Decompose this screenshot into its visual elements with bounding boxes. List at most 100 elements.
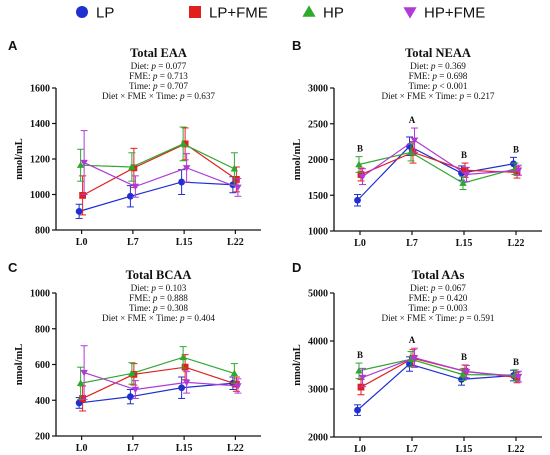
- series-lp: [354, 356, 517, 416]
- stat-prefix: Diet × FME × Time:: [381, 313, 459, 323]
- data-point: [126, 393, 134, 401]
- stat-line: Time: p = 0.003: [409, 303, 468, 313]
- series-line: [357, 363, 514, 411]
- series-hp-fme: [358, 347, 523, 388]
- stat-prefix: Time:: [129, 81, 153, 91]
- data-point: [230, 165, 239, 172]
- data-point: [410, 355, 419, 362]
- stat-line: Diet × FME × Time: p = 0.217: [381, 91, 494, 101]
- y-axis-label: nmol/mL: [14, 344, 25, 385]
- x-tick-label: L22: [227, 443, 244, 454]
- series-hp: [355, 143, 519, 191]
- stat-p: p: [431, 303, 437, 313]
- stat-line: Time: p = 0.707: [129, 81, 188, 91]
- legend-marker: [302, 5, 316, 17]
- series-hp-fme: [80, 130, 242, 198]
- data-point: [358, 173, 367, 181]
- legend-item-hp-fme: HP+FME: [403, 5, 485, 22]
- data-point: [354, 406, 361, 414]
- stat-value: = 0.369: [435, 61, 466, 71]
- stat-p: p: [152, 303, 158, 313]
- significance-letter: B: [357, 350, 363, 360]
- data-point: [75, 207, 83, 215]
- x-tick-label: L15: [176, 237, 193, 248]
- y-tick-label: 1000: [30, 289, 50, 300]
- stat-value: < 0.001: [437, 81, 468, 91]
- series-lp: [75, 169, 237, 219]
- stat-line: Diet: p = 0.077: [131, 61, 187, 71]
- panel-letter: B: [292, 38, 301, 53]
- y-tick-label: 400: [35, 396, 50, 407]
- data-point: [461, 166, 469, 174]
- stat-line: Diet: p = 0.369: [410, 61, 466, 71]
- data-point: [182, 379, 191, 387]
- stat-line: FME: p = 0.888: [129, 293, 188, 303]
- stat-p: p: [458, 91, 464, 101]
- y-tick-label: 600: [35, 360, 50, 371]
- stat-line: FME: p = 0.698: [409, 71, 468, 81]
- x-tick-label: L22: [508, 238, 525, 249]
- y-axis-label: nmol/mL: [14, 138, 25, 179]
- series-hp-fme: [80, 345, 242, 400]
- y-tick-label: 2000: [308, 155, 328, 166]
- stat-prefix: Time:: [129, 303, 153, 313]
- panel-title: Total EAA: [130, 46, 187, 60]
- series-lp-fme: [79, 354, 240, 412]
- data-point: [230, 369, 239, 377]
- stat-value: = 0.308: [158, 303, 189, 313]
- series-line: [83, 162, 239, 188]
- series-line: [79, 382, 233, 404]
- series-line: [358, 358, 516, 376]
- stat-p: p: [430, 283, 436, 293]
- stat-value: = 0.420: [437, 293, 468, 303]
- stat-line: Time: p = 0.308: [129, 303, 188, 313]
- data-point: [76, 379, 85, 386]
- y-tick-label: 200: [35, 432, 50, 443]
- x-tick-label: L7: [127, 443, 139, 454]
- significance-letter: B: [461, 352, 467, 362]
- stat-value: = 0.713: [157, 71, 188, 81]
- y-axis-label: nmol/mL: [292, 344, 303, 385]
- y-tick-label: 1400: [30, 119, 50, 130]
- series-line: [358, 151, 516, 184]
- y-axis-label: nmol/mL: [292, 139, 303, 180]
- stat-prefix: FME:: [409, 71, 433, 81]
- y-tick-label: 800: [35, 324, 50, 335]
- data-point: [234, 184, 242, 192]
- series-line: [362, 139, 519, 178]
- stat-p: p: [150, 61, 156, 71]
- panel-letter: D: [292, 260, 301, 275]
- series-line: [78, 181, 233, 212]
- data-point: [462, 171, 471, 179]
- y-tick-label: 1200: [30, 155, 50, 166]
- x-tick-label: L22: [508, 444, 525, 455]
- series-line: [80, 143, 235, 170]
- stat-value: = 0.103: [156, 283, 187, 293]
- series-line: [362, 357, 519, 379]
- data-point: [358, 374, 367, 382]
- stat-prefix: Diet × FME × Time:: [102, 313, 180, 323]
- series-hp: [76, 126, 239, 186]
- stat-p: p: [431, 293, 437, 303]
- data-point: [126, 192, 134, 200]
- y-tick-label: 800: [35, 226, 50, 237]
- legend: LP LP+FME HP HP+FME: [76, 5, 485, 22]
- x-tick-label: L15: [456, 238, 473, 249]
- stat-value: = 0.707: [158, 81, 189, 91]
- significance-letter: A: [409, 115, 416, 125]
- x-tick-label: L0: [354, 238, 366, 249]
- y-tick-label: 1000: [308, 227, 328, 238]
- stat-prefix: Diet × FME × Time:: [102, 91, 180, 101]
- x-tick-label: L0: [354, 444, 366, 455]
- x-tick-label: L15: [456, 444, 473, 455]
- stat-p: p: [152, 293, 158, 303]
- data-point: [407, 148, 415, 156]
- data-point: [410, 137, 419, 144]
- legend-item-lp: LP: [76, 5, 114, 22]
- data-point: [182, 165, 191, 172]
- stat-value: = 0.067: [435, 283, 466, 293]
